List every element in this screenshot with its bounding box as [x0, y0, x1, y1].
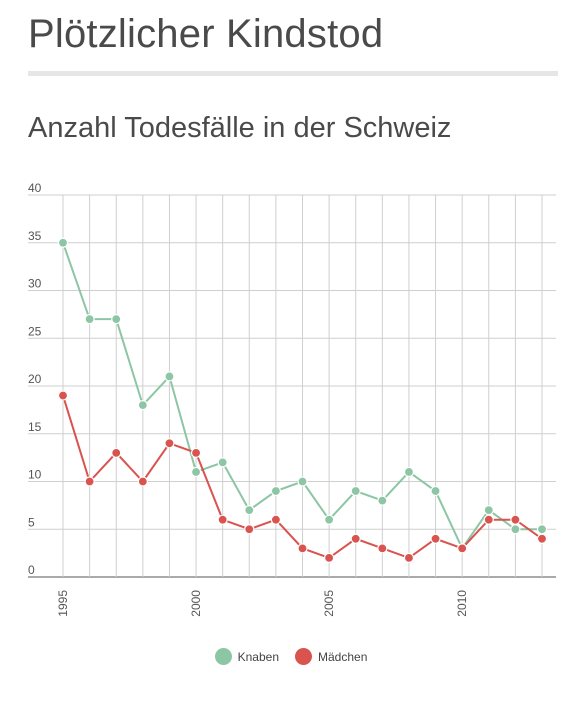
- data-point-maedchen: [137, 476, 148, 487]
- data-point-maedchen: [403, 552, 415, 564]
- legend-item-maedchen[interactable]: Mädchen: [295, 648, 367, 665]
- data-point-maedchen: [536, 533, 548, 544]
- x-tick-label: 1995: [56, 590, 70, 617]
- legend-label-maedchen: Mädchen: [318, 649, 368, 664]
- data-point-maedchen: [244, 524, 255, 535]
- chart-title: Anzahl Todesfälle in der Schweiz: [28, 112, 452, 144]
- data-point-knaben: [297, 476, 308, 487]
- data-point-knaben: [430, 485, 441, 497]
- data-point-knaben: [164, 371, 175, 382]
- data-point-knaben: [536, 524, 548, 535]
- data-point-maedchen: [377, 543, 388, 554]
- y-tick-label: 40: [28, 181, 42, 195]
- title-divider: [28, 71, 558, 76]
- data-point-knaben: [483, 505, 494, 516]
- line-chart: 0 5 10 15 20 25 30 35 40 1995 2000 2005 2010: [28, 181, 556, 617]
- legend-swatch-maedchen: [295, 648, 312, 665]
- data-point-knaben: [57, 237, 69, 248]
- page-title: Plötzlicher Kindstod: [28, 12, 384, 56]
- data-point-knaben: [350, 485, 361, 497]
- data-point-maedchen: [350, 533, 361, 544]
- x-tick-label: 2010: [455, 590, 469, 617]
- data-point-maedchen: [510, 514, 521, 525]
- y-tick-label: 10: [28, 468, 42, 482]
- data-point-knaben: [270, 485, 281, 497]
- data-point-maedchen: [217, 514, 228, 525]
- data-point-knaben: [111, 314, 122, 325]
- data-point-knaben: [244, 505, 255, 516]
- data-point-maedchen: [164, 438, 175, 449]
- legend-label-knaben: Knaben: [237, 649, 279, 664]
- y-tick-label: 30: [28, 277, 42, 291]
- data-point-knaben: [137, 400, 148, 411]
- data-point-knaben: [324, 514, 335, 525]
- y-tick-label: 15: [28, 420, 42, 434]
- data-point-maedchen: [84, 476, 95, 487]
- data-point-maedchen: [324, 552, 335, 564]
- data-point-knaben: [217, 457, 228, 468]
- data-point-maedchen: [483, 514, 494, 525]
- data-point-knaben: [403, 466, 415, 478]
- data-point-knaben: [510, 524, 521, 535]
- y-tick-label: 0: [28, 563, 35, 577]
- data-point-maedchen: [111, 447, 122, 458]
- x-tick-label: 2005: [322, 590, 336, 617]
- data-point-knaben: [377, 495, 388, 506]
- data-point-maedchen: [57, 390, 69, 401]
- data-point-maedchen: [457, 543, 468, 554]
- x-tick-label: 2000: [189, 590, 203, 617]
- data-point-maedchen: [270, 514, 281, 525]
- data-point-knaben: [84, 314, 95, 325]
- y-tick-label: 5: [28, 515, 35, 529]
- data-point-maedchen: [190, 447, 202, 458]
- legend-swatch-knaben: [214, 648, 232, 665]
- legend-item-knaben[interactable]: Knaben: [214, 648, 279, 665]
- data-point-maedchen: [430, 533, 441, 544]
- data-point-maedchen: [297, 543, 308, 554]
- chart-legend: Knaben Mädchen: [0, 648, 582, 665]
- data-point-knaben: [190, 466, 202, 478]
- y-tick-label: 25: [28, 324, 42, 338]
- y-tick-label: 20: [28, 372, 42, 386]
- y-tick-label: 35: [28, 229, 42, 243]
